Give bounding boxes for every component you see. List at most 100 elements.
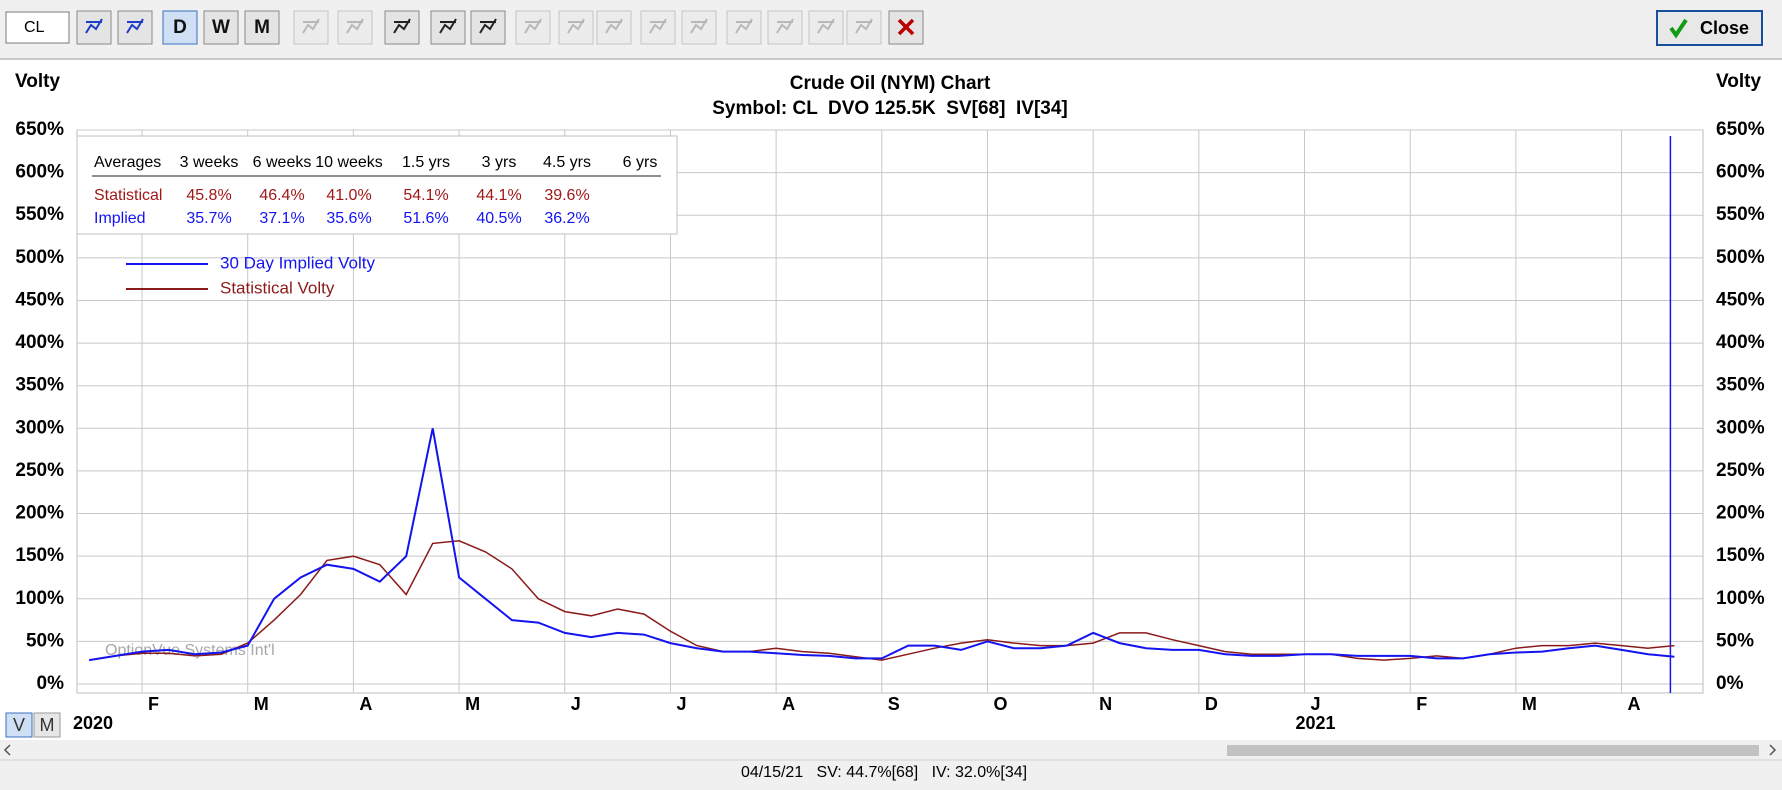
status-text: 04/15/21 SV: 44.7%[68] IV: 32.0%[34] [741, 764, 1027, 781]
button-icon [690, 18, 708, 34]
y-tick-label: 0% [37, 673, 65, 694]
y2-tick-label: 650% [1716, 119, 1765, 140]
averages-value: 51.6% [403, 210, 448, 227]
view-toggle-button[interactable] [33, 712, 61, 738]
averages-value: 46.4% [259, 187, 304, 204]
series-line [89, 428, 1675, 662]
averages-value: 40.5% [476, 210, 521, 227]
y2-tick-label: 400% [1716, 332, 1765, 353]
x-tick-label: D [1205, 694, 1218, 714]
averages-value: 37.1% [259, 210, 304, 227]
period-button[interactable] [244, 10, 280, 45]
x-tick-label: F [1416, 694, 1427, 714]
y2-tick-label: 100% [1716, 588, 1765, 609]
scroll-right[interactable] [1769, 744, 1777, 756]
y-tick-label: 350% [15, 375, 64, 396]
y-tick-label: 400% [15, 332, 64, 353]
y-tick-label: 250% [15, 460, 64, 481]
legend-label: Statistical Volty [220, 278, 335, 297]
scroll-left[interactable] [3, 744, 11, 756]
period-label: M [254, 17, 270, 38]
button-icon [479, 18, 497, 34]
button-icon [605, 18, 623, 34]
x-tick-label: M [254, 694, 269, 714]
button-icon [439, 18, 457, 34]
legend-label: 30 Day Implied Volty [220, 253, 375, 272]
button-icon [85, 18, 103, 34]
period-button[interactable] [203, 10, 239, 45]
y-tick-label: 150% [15, 545, 64, 566]
period-button[interactable] [162, 10, 198, 45]
x-tick-label: S [888, 694, 900, 714]
y2-tick-label: 350% [1716, 375, 1765, 396]
averages-value: 35.6% [326, 210, 371, 227]
averages-value: 44.1% [476, 187, 521, 204]
watermark: OptionVue Systems Int'l [105, 642, 275, 659]
averages-header: 10 weeks [315, 154, 383, 171]
y-axis-label: Volty [15, 71, 60, 92]
close-button[interactable] [1656, 10, 1763, 46]
x-tick-label: J [1311, 694, 1321, 714]
averages-value: 36.2% [544, 210, 589, 227]
y2-tick-label: 300% [1716, 417, 1765, 438]
x-tick-label: A [1628, 694, 1641, 714]
close-check-icon [1669, 18, 1688, 39]
averages-header: Averages [94, 154, 161, 171]
y2-tick-label: 550% [1716, 204, 1765, 225]
symbol-input[interactable] [5, 11, 70, 44]
y2-tick-label: 500% [1716, 247, 1765, 268]
averages-box [76, 135, 678, 235]
x-tick-label: M [1522, 694, 1537, 714]
y2-axis-label: Volty [1716, 71, 1761, 92]
chart-subtitle: Symbol: CL DVO 125.5K SV[68] IV[34] [712, 98, 1067, 119]
x-tick-label: F [148, 694, 159, 714]
averages-header: 4.5 yrs [543, 154, 591, 171]
averages-row-label: Statistical [94, 187, 162, 204]
close-label: Close [1700, 18, 1749, 38]
toolbar-button[interactable] [681, 10, 717, 45]
period-label: W [212, 17, 230, 38]
symbol-text: CL [24, 19, 45, 36]
button-icon [776, 18, 794, 34]
button-icon [524, 18, 542, 34]
y2-tick-label: 600% [1716, 162, 1765, 183]
y-tick-label: 450% [15, 289, 64, 310]
series-line [89, 540, 1675, 661]
toolbar-button[interactable] [846, 10, 882, 45]
button-icon [817, 18, 835, 34]
button-icon [567, 18, 585, 34]
button-icon [126, 18, 144, 34]
y-tick-label: 550% [15, 204, 64, 225]
y2-tick-label: 250% [1716, 460, 1765, 481]
view-toggle-label: M [40, 715, 55, 735]
averages-header: 6 weeks [253, 154, 312, 171]
button-icon [346, 18, 364, 34]
x-tick-label: J [571, 694, 581, 714]
y-tick-label: 500% [15, 247, 64, 268]
view-toggle-button[interactable] [5, 712, 33, 738]
period-label: D [173, 17, 187, 38]
averages-row-label: Implied [94, 210, 146, 227]
x-tick-label: M [465, 694, 480, 714]
year-label: 2020 [73, 713, 113, 733]
y-tick-label: 100% [15, 588, 64, 609]
averages-value: 35.7% [186, 210, 231, 227]
y2-tick-label: 50% [1716, 630, 1754, 651]
chart-title: Crude Oil (NYM) Chart [790, 73, 991, 94]
x-tick-label: A [359, 694, 372, 714]
view-toggle-label: V [13, 715, 25, 735]
y-tick-label: 50% [26, 630, 64, 651]
button-icon [302, 18, 320, 34]
averages-header: 1.5 yrs [402, 154, 450, 171]
y2-tick-label: 0% [1716, 673, 1744, 694]
averages-value: 45.8% [186, 187, 231, 204]
y-tick-label: 300% [15, 417, 64, 438]
x-tick-label: A [782, 694, 795, 714]
averages-header: 3 weeks [180, 154, 239, 171]
y-tick-label: 650% [15, 119, 64, 140]
scroll-thumb[interactable] [1227, 745, 1759, 756]
button-icon [897, 18, 915, 36]
averages-value: 54.1% [403, 187, 448, 204]
